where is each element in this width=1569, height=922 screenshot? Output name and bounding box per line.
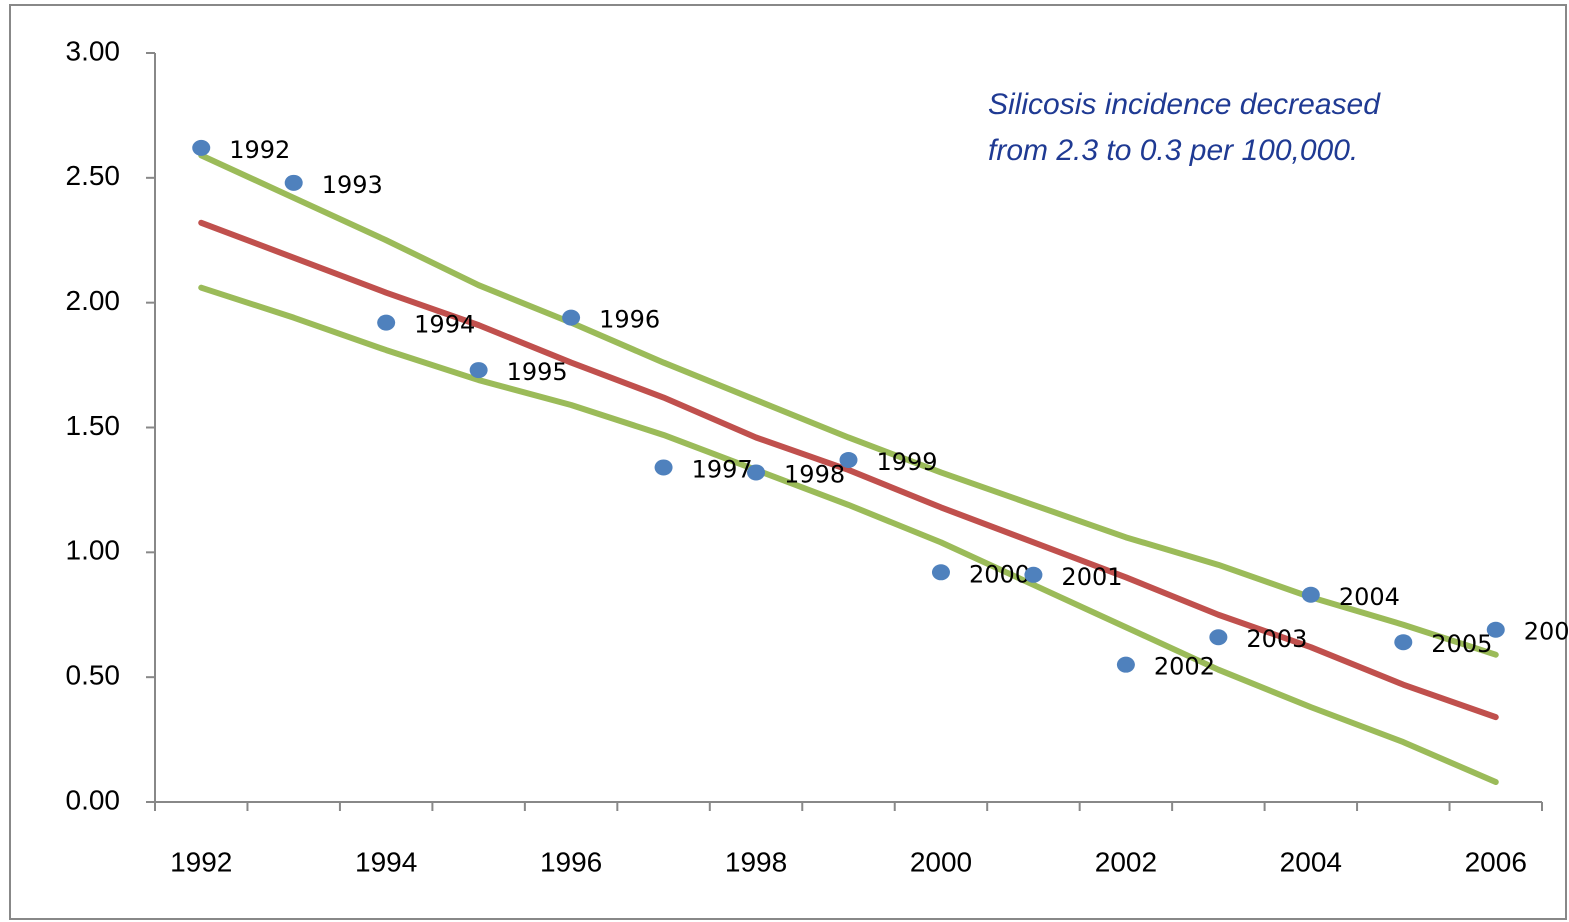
data-point: [1116, 656, 1135, 673]
data-point: [469, 362, 488, 379]
point-label: 2006: [1524, 618, 1569, 646]
point-label: 2005: [1431, 630, 1492, 658]
x-tick-label: 2000: [910, 846, 972, 877]
x-tick-label: 2006: [1465, 846, 1527, 877]
point-label: 2003: [1246, 625, 1307, 653]
data-point: [1024, 566, 1043, 583]
annotation: Silicosis incidence decreased: [988, 88, 1381, 121]
point-label: 1996: [599, 306, 660, 334]
data-point: [839, 451, 858, 468]
data-point: [1394, 634, 1413, 651]
chart-frame: [9, 4, 1567, 920]
data-point: [931, 564, 950, 581]
point-label: 2001: [1061, 563, 1122, 591]
point-label: 1995: [507, 358, 568, 386]
data-point: [192, 139, 211, 156]
data-point: [654, 459, 673, 476]
x-tick-label: 1998: [725, 846, 787, 877]
y-tick-label: 0.00: [66, 784, 121, 815]
point-label: 1999: [877, 448, 938, 476]
point-label: 1994: [414, 311, 475, 339]
x-tick-label: 2004: [1280, 846, 1342, 877]
y-tick-label: 2.00: [66, 285, 121, 316]
point-label: 1992: [229, 136, 290, 164]
point-label: 2004: [1339, 583, 1400, 611]
trend-line: [198, 284, 1499, 786]
point-label: 2002: [1154, 653, 1215, 681]
annotation: from 2.3 to 0.3 per 100,000.: [988, 134, 1358, 167]
data-point: [377, 314, 396, 331]
y-tick-label: 0.50: [66, 660, 121, 691]
point-label: 1997: [692, 455, 753, 483]
trend-line: [198, 152, 1499, 658]
trend-line: [198, 219, 1499, 721]
point-label: 1993: [322, 171, 383, 199]
data-point: [1301, 586, 1320, 603]
data-point: [562, 309, 581, 326]
y-tick-label: 2.50: [66, 160, 121, 191]
data-point: [284, 174, 303, 191]
y-tick-label: 3.00: [66, 35, 121, 66]
data-point: [1209, 629, 1228, 646]
x-tick-label: 2002: [1095, 846, 1157, 877]
x-tick-label: 1996: [540, 846, 602, 877]
data-point: [747, 464, 766, 481]
y-tick-label: 1.50: [66, 410, 121, 441]
y-tick-label: 1.00: [66, 535, 121, 566]
point-label: 1998: [784, 460, 845, 488]
data-point: [1486, 621, 1505, 638]
x-tick-label: 1994: [355, 846, 417, 877]
x-tick-label: 1992: [170, 846, 232, 877]
point-label: 2000: [969, 560, 1030, 588]
